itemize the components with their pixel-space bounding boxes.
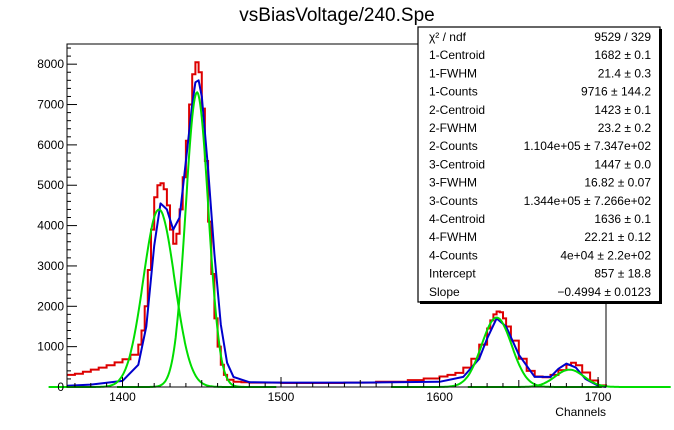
stat-value: −0.4994 ± 0.0123 <box>557 285 651 299</box>
y-tick-label: 4000 <box>37 219 64 233</box>
stat-value: 1423 ± 0.1 <box>594 103 651 117</box>
stat-value: 1682 ± 0.1 <box>594 48 651 62</box>
chart-title: vsBiasVoltage/240.Spe <box>239 5 434 26</box>
stat-value: 22.21 ± 0.12 <box>584 230 651 244</box>
total-fit-curve <box>66 79 607 388</box>
y-tick-label: 6000 <box>37 138 64 152</box>
x-axis-label: Channels <box>555 405 606 419</box>
stat-value: 1636 ± 0.1 <box>594 212 651 226</box>
stat-label: χ² / ndf <box>429 30 467 44</box>
stats-box-shadow <box>420 301 662 304</box>
y-tick-label: 8000 <box>37 57 64 71</box>
y-tick-label: 0 <box>57 380 64 394</box>
x-tick-label: 1400 <box>109 390 136 404</box>
y-tick-label: 7000 <box>37 98 64 112</box>
stat-value: 9716 ± 144.2 <box>581 85 651 99</box>
stat-label: Intercept <box>429 267 476 281</box>
fit-statistics-box: χ² / ndf 9529 / 329 1-Centroid 1682 ± 0.1 1-… <box>417 26 662 304</box>
stat-label: 2-Counts <box>429 139 478 153</box>
stat-label: 3-Counts <box>429 194 478 208</box>
stat-label: 1-FWHM <box>429 66 477 80</box>
stat-value: 23.2 ± 0.2 <box>598 121 652 135</box>
stat-label: 3-Centroid <box>429 157 485 171</box>
x-axis: 1400 1500 1600 1700 <box>74 377 612 404</box>
stat-label: 4-Centroid <box>429 212 485 226</box>
stat-label: 1-Centroid <box>429 48 485 62</box>
stat-value: 857 ± 18.8 <box>594 267 651 281</box>
stat-label: Slope <box>429 285 460 299</box>
stat-value: 4e+04 ± 2.2e+02 <box>560 248 651 262</box>
stat-value: 21.4 ± 0.3 <box>598 66 652 80</box>
stats-box-shadow-side <box>659 29 662 304</box>
stat-value: 1.344e+05 ± 7.266e+02 <box>524 194 652 208</box>
y-tick-label: 5000 <box>37 178 64 192</box>
x-tick-label: 1600 <box>426 390 453 404</box>
gaussian-component-2 <box>48 208 269 388</box>
stat-value: 1.104e+05 ± 7.347e+02 <box>524 139 652 153</box>
stat-label: 1-Counts <box>429 85 478 99</box>
stat-label: 4-FWHM <box>429 230 477 244</box>
y-tick-label: 3000 <box>37 259 64 273</box>
y-tick-label: 1000 <box>37 340 64 354</box>
x-tick-label: 1700 <box>585 390 612 404</box>
stat-value: 1447 ± 0.0 <box>594 157 651 171</box>
stat-value: 16.82 ± 0.07 <box>584 176 651 190</box>
stat-label: 4-Counts <box>429 248 478 262</box>
stat-label: 2-FWHM <box>429 121 477 135</box>
y-axis: 0 1000 2000 3000 4000 5000 6000 7000 8000 <box>37 47 77 394</box>
stat-label: 2-Centroid <box>429 103 485 117</box>
gaussian-component-5 <box>467 368 671 388</box>
stat-value: 9529 / 329 <box>594 30 651 44</box>
gaussian-component-4 <box>391 316 602 388</box>
stat-label: 3-FWHM <box>429 176 477 190</box>
y-tick-label: 2000 <box>37 299 64 313</box>
x-tick-label: 1500 <box>268 390 295 404</box>
stats-box-frame <box>417 26 661 303</box>
